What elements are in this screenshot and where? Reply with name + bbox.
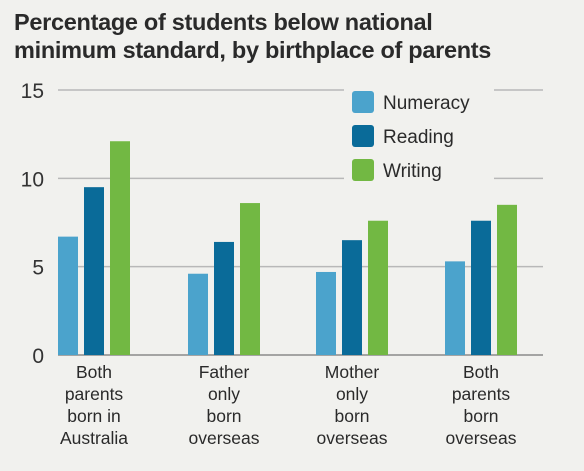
chart-title-line-2: minimum standard, by birthplace of paren… <box>14 37 492 63</box>
legend-label: Writing <box>383 161 442 182</box>
x-tick-label: only <box>336 384 368 404</box>
x-tick-label: born <box>206 406 241 426</box>
bar-writing <box>497 204 517 355</box>
chart-title: Percentage of students below national mi… <box>14 8 574 64</box>
x-tick-label: Australia <box>60 428 128 448</box>
x-tick-label: born <box>463 406 498 426</box>
chart-title-line-1: Percentage of students below national <box>14 9 433 35</box>
x-tick-label: Both <box>76 362 112 382</box>
bar-numeracy <box>445 261 465 355</box>
bar-reading <box>471 220 491 355</box>
x-tick-label: born in <box>67 406 121 426</box>
x-tick-label: Mother <box>325 362 380 382</box>
y-tick-label: 15 <box>21 80 44 103</box>
bar-numeracy <box>58 236 78 355</box>
bar-numeracy <box>188 273 208 355</box>
y-tick-label: 0 <box>32 345 44 368</box>
x-tick-label: parents <box>65 384 124 404</box>
x-tick-label: only <box>208 384 240 404</box>
x-tick-label: parents <box>452 384 511 404</box>
x-tick-label: Both <box>463 362 499 382</box>
bar-writing <box>240 203 260 355</box>
y-tick-label: 5 <box>32 257 44 280</box>
x-tick-label: Father <box>199 362 250 382</box>
legend-swatch-reading <box>352 125 374 147</box>
legend-swatch-numeracy <box>352 91 374 113</box>
bar-numeracy <box>316 271 336 355</box>
bar-reading <box>342 240 362 355</box>
bar-reading <box>84 187 104 355</box>
x-tick-label: overseas <box>445 428 516 448</box>
x-tick-label: overseas <box>188 428 259 448</box>
legend-swatch-writing <box>352 159 374 181</box>
bar-writing <box>110 141 130 355</box>
legend-label: Reading <box>383 127 454 148</box>
x-tick-label: born <box>334 406 369 426</box>
bar-reading <box>214 241 234 355</box>
bar-writing <box>368 220 388 355</box>
x-tick-label: overseas <box>316 428 387 448</box>
y-tick-label: 10 <box>21 168 44 191</box>
legend-label: Numeracy <box>383 93 470 114</box>
